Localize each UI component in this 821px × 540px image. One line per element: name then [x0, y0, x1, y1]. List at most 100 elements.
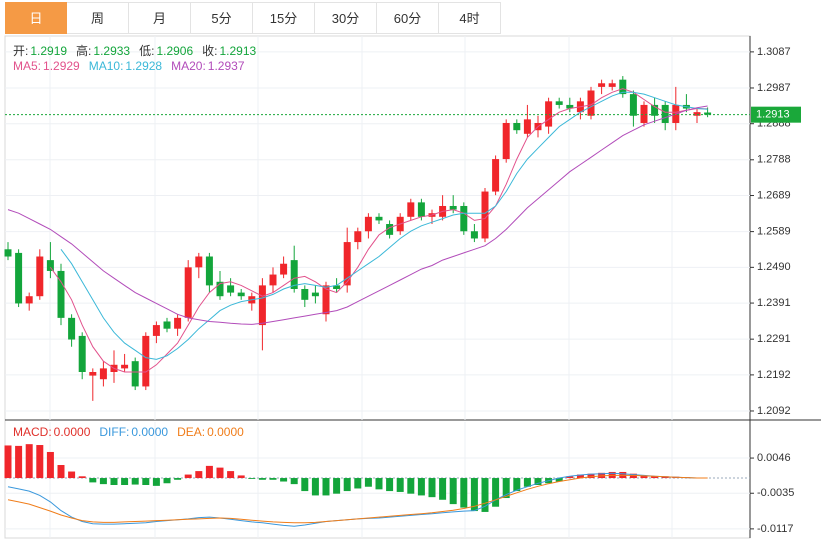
- macd-bar: [301, 478, 309, 492]
- macd-bar: [364, 478, 372, 487]
- candle-body: [364, 216, 372, 232]
- y-tick-label: 1.2788: [757, 154, 791, 166]
- candle-body: [152, 325, 160, 336]
- last-price-box: [751, 106, 801, 123]
- legend-label: DIFF:: [99, 425, 130, 439]
- candle-body: [174, 317, 182, 329]
- macd-bar: [343, 478, 351, 492]
- ma-line: [7, 105, 708, 325]
- y-tick-label: 1.2092: [757, 405, 791, 417]
- candle-body: [375, 216, 383, 221]
- candle-body: [131, 361, 139, 387]
- candle-body: [449, 205, 457, 210]
- candle-body: [78, 335, 86, 372]
- candle-body: [407, 202, 415, 217]
- period-tab[interactable]: 60分: [377, 2, 439, 34]
- candle-body: [343, 242, 351, 286]
- legend-label: DEA:: [177, 425, 206, 439]
- macd-bar: [481, 478, 489, 512]
- period-tab[interactable]: 周: [67, 2, 129, 34]
- candle-body: [704, 112, 712, 115]
- candle-body: [269, 274, 277, 286]
- macd-bar: [566, 476, 574, 479]
- candle-body: [205, 256, 213, 286]
- macd-bar: [121, 478, 129, 485]
- macd-bar: [195, 471, 203, 479]
- candle-body: [566, 104, 574, 109]
- macd-bar: [46, 451, 54, 479]
- candle-body: [555, 101, 563, 105]
- candle-body: [545, 101, 553, 127]
- candle-body: [470, 231, 478, 239]
- candle-body: [25, 296, 33, 304]
- ohlc-label: 开:: [13, 44, 29, 58]
- candle-body: [15, 252, 23, 304]
- candle-body: [661, 104, 669, 123]
- candle-body: [333, 285, 341, 289]
- candle-body: [598, 83, 606, 87]
- y-tick-label: 1.2589: [757, 226, 791, 238]
- macd-bar: [269, 478, 277, 480]
- candle-body: [354, 231, 362, 243]
- macd-bar: [439, 478, 447, 500]
- period-tab[interactable]: 4时: [439, 2, 501, 34]
- candle-body: [184, 267, 192, 318]
- macd-bar: [513, 478, 521, 492]
- candle-body: [619, 79, 627, 95]
- candle-body: [227, 285, 235, 293]
- candle-body: [163, 321, 171, 329]
- candle-body: [492, 159, 500, 192]
- y-tick-label: 1.2391: [757, 297, 791, 309]
- candle-body: [513, 122, 521, 131]
- candle-body: [195, 256, 203, 268]
- ohlc-legend: 开: 1.2919 高: 1.2933 低: 1.2906 收: 1.2913: [13, 42, 265, 59]
- candle-body: [640, 104, 648, 123]
- macd-bar: [174, 478, 182, 480]
- period-tab[interactable]: 15分: [253, 2, 315, 34]
- legend-label: MA20:: [171, 59, 206, 73]
- macd-bar: [460, 478, 468, 508]
- macd-bar: [492, 478, 500, 507]
- y-tick-label: 1.2291: [757, 333, 791, 345]
- macd-bar: [555, 478, 563, 482]
- period-tab[interactable]: 30分: [315, 2, 377, 34]
- ohlc-value: 1.2906: [156, 44, 194, 58]
- ohlc-label: 收:: [202, 44, 218, 58]
- candle-body: [460, 205, 468, 232]
- macd-bar: [417, 478, 425, 496]
- candle-body: [322, 285, 330, 315]
- macd-bar: [502, 478, 510, 499]
- y-tick-label: -0.0117: [757, 523, 794, 535]
- macd-bar: [311, 478, 319, 496]
- legend-label: MA10:: [88, 59, 124, 73]
- candle-body: [258, 285, 266, 326]
- legend-label: MA5:: [13, 59, 42, 73]
- candle-body: [587, 90, 595, 116]
- candle-body: [651, 104, 659, 116]
- macd-bar: [248, 478, 256, 479]
- macd-bar: [110, 478, 118, 485]
- macd-bar: [4, 445, 12, 479]
- period-tab[interactable]: 月: [129, 2, 191, 34]
- candle-body: [36, 256, 44, 297]
- macd-bar: [407, 478, 415, 494]
- chart-frame: [4, 35, 751, 539]
- last-price-label: 1.2913: [756, 109, 790, 121]
- macd-bar: [576, 474, 584, 479]
- ohlc-value: 1.2933: [93, 44, 131, 58]
- macd-bar: [534, 478, 542, 485]
- ohlc-value: 1.2919: [30, 44, 68, 58]
- macd-bar: [89, 478, 97, 483]
- macd-bar: [131, 478, 139, 485]
- candle-body: [481, 191, 489, 239]
- candle-body: [693, 112, 701, 116]
- macd-bar: [587, 473, 595, 479]
- macd-bar: [184, 474, 192, 479]
- candle-body: [301, 288, 309, 300]
- period-tab[interactable]: 5分: [191, 2, 253, 34]
- macd-bar: [15, 445, 23, 479]
- macd-bar: [375, 478, 383, 490]
- period-tab[interactable]: 日: [5, 2, 67, 34]
